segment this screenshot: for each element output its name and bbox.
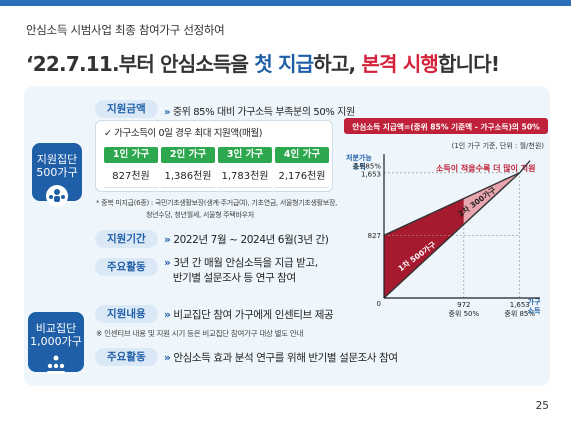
- support-amount-pill: 지원금액: [95, 100, 158, 118]
- support-chart-svg: 안심소득 지급액=(중위 85% 기준액 - 가구소득)의 50% (1인 가구…: [344, 118, 548, 318]
- table-cell: 2,176천원: [275, 166, 329, 188]
- main-activity-text: » 3년 간 매월 안심소득을 지급 받고, 반기별 설문조사 등 연구 참여: [164, 257, 318, 284]
- max-support-title: ✓ 가구소득이 0일 경우 최대 지원액(매월): [104, 128, 263, 139]
- chart-x-tick-label: 1,653: [510, 301, 530, 309]
- chart-support-line: [383, 172, 521, 236]
- top-accent-bar: [0, 0, 571, 6]
- chart-line-extension: [519, 160, 531, 174]
- exclusion-note: * 중복 미지급(6종) : 국민기초생활보장(생계·주거급여), 기초연금, …: [96, 199, 338, 219]
- chart-y-tick-label: 중위85%: [353, 163, 382, 171]
- table-cell: 827천원: [104, 166, 158, 188]
- support-chart: 안심소득 지급액=(중위 85% 기준액 - 가구소득)의 50% (1인 가구…: [344, 118, 548, 326]
- page-number: 25: [535, 400, 549, 412]
- max-support-table: 1인 가구 827천원 2인 가구 1,386천원 3인 가구 1,783천원 4인 …: [104, 147, 329, 188]
- chart-annotation: 소득이 적을수록 더 많이 지원: [436, 163, 535, 173]
- compare-content-pill: 지원내용: [95, 305, 158, 323]
- support-period-text: » 2022년 7월 ~ 2024년 6월(3년 간): [164, 234, 329, 246]
- max-support-card: ✓ 가구소득이 0일 경우 최대 지원액(매월) 1인 가구 827천원 2인 가…: [95, 120, 333, 192]
- compare-activity-pill: 주요활동: [95, 348, 158, 366]
- support-group-badge: 지원집단 500가구: [32, 143, 82, 207]
- chart-title: 안심소득 지급액=(중위 85% 기준액 - 가구소득)의 50%: [352, 122, 540, 132]
- chart-y-tick-label: 1,653: [361, 171, 381, 179]
- people-plus-icon: [46, 185, 68, 207]
- chart-x-tick-label: 중위 50%: [448, 310, 479, 318]
- table-header: 2인 가구: [161, 147, 215, 163]
- chart-x-tick-label: 중위 85%: [504, 310, 535, 318]
- table-header: 1인 가구: [104, 147, 158, 163]
- chart-ylabel-line1: 처분가능: [346, 153, 372, 162]
- chart-ylabel-line2: 소득: [353, 162, 366, 171]
- chart-y-tick-label: 827: [368, 232, 381, 240]
- compare-activity-text: » 안심소득 효과 분석 연구를 위해 반기별 설문조사 참여: [164, 352, 398, 364]
- incentive-note: ※ 인센티브 내용 및 지원 시기 등은 비교집단 참여가구 대상 별도 안내: [96, 329, 304, 338]
- support-amount-text: » 중위 85% 대비 가구소득 부족분의 50% 지원: [164, 107, 355, 118]
- chart-subtitle: (1인 가구 기준, 단위 : 월/천원): [452, 141, 545, 150]
- table-header: 3인 가구: [218, 147, 272, 163]
- table-cell: 1,386천원: [161, 166, 215, 188]
- table-header: 4인 가구: [275, 147, 329, 163]
- chart-x-tick-label: 972: [457, 301, 470, 309]
- chart-y-tick-label: 0: [377, 300, 381, 308]
- chart-xlabel-line2: 소득: [528, 306, 541, 315]
- compare-group-badge: 비교집단 1,000가구: [28, 312, 84, 374]
- compare-content-text: » 비교집단 참여 가구에게 인센티브 제공: [164, 309, 334, 321]
- chart-area-first: [384, 198, 464, 298]
- chart-title-bg: [344, 118, 548, 134]
- chart-income-line: [383, 172, 521, 299]
- chart-xlabel-line1: 가구: [528, 297, 541, 306]
- slide-title: ‘22.7.11.부터 안심소득을 첫 지급하고, 본격 시행합니다!: [26, 52, 500, 76]
- slide-subtitle: 안심소득 시범사업 최종 참여가구 선정하여: [26, 23, 225, 37]
- table-cell: 1,783천원: [218, 166, 272, 188]
- main-activity-pill: 주요활동: [95, 258, 158, 276]
- support-period-pill: 지원기간: [95, 230, 158, 248]
- org-chart-icon: [45, 354, 67, 376]
